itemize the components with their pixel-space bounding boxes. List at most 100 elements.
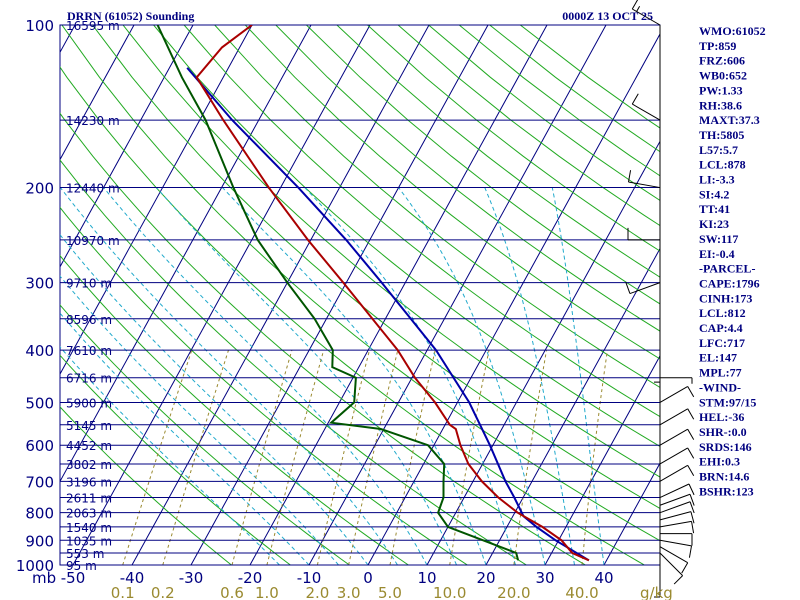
height-label: 1035 m <box>66 534 112 548</box>
wind-barb-staff <box>659 408 688 426</box>
wind-barb <box>654 565 661 598</box>
wind-barb-flag <box>631 93 639 105</box>
wind-barb <box>659 408 695 426</box>
height-label: 7610 m <box>66 344 112 358</box>
mixing-ratio-label: 0.2 <box>151 584 175 600</box>
temperature-tick-label: 10 <box>417 569 436 587</box>
wind-barb <box>660 377 693 384</box>
isotherm-line <box>60 25 312 483</box>
height-label: 10970 m <box>66 234 120 248</box>
index-line: MAXT:37.3 <box>699 113 760 127</box>
wind-barb <box>627 170 661 189</box>
wind-barb <box>659 511 695 524</box>
isotherm-line <box>0 25 16 565</box>
wind-barb <box>625 282 661 295</box>
index-line: CAP:4.4 <box>699 321 743 335</box>
wind-barb-staff <box>659 447 688 465</box>
pressure-unit-label: mb <box>32 569 56 587</box>
height-label: 3802 m <box>66 458 112 472</box>
wind-barb-flag <box>691 521 695 534</box>
wind-barb-flag <box>688 483 695 496</box>
height-label: 16595 m <box>66 19 120 33</box>
index-line: EI:-0.4 <box>699 247 735 261</box>
wind-barb-flag <box>687 465 695 476</box>
wind-barb <box>659 501 695 514</box>
wind-barb-flag <box>690 511 695 524</box>
pressure-label: 600 <box>25 437 54 455</box>
wind-barb-flag <box>673 575 683 585</box>
wind-barb-staff <box>628 181 661 189</box>
wind-barb-flag <box>636 6 641 12</box>
index-line: LFC:717 <box>699 336 745 350</box>
isotherm-line <box>60 25 135 161</box>
isotherm-line <box>308 25 607 565</box>
wind-barb <box>659 483 695 498</box>
index-line: BRN:14.6 <box>699 470 749 484</box>
station-title: DRRN (61052) Sounding <box>67 9 194 23</box>
moist-adiabat-line <box>60 275 339 565</box>
index-line: WB0:652 <box>699 69 747 83</box>
index-line: HEL:-36 <box>699 410 744 424</box>
height-label: 2611 m <box>66 492 112 506</box>
index-line: RH:38.6 <box>699 98 742 112</box>
wind-barb-staff <box>659 386 688 403</box>
pressure-label: 1000 <box>16 557 54 575</box>
height-label: 9710 m <box>66 277 112 291</box>
wind-barb <box>659 552 683 585</box>
height-labels: 16595 m 14230 m 12440 m 10970 m 9710 m 8596 m… <box>66 19 120 573</box>
pressure-label: 300 <box>25 275 54 293</box>
wind-barb <box>631 0 661 26</box>
index-line: -WIND- <box>699 380 741 394</box>
wind-barb-flag <box>681 562 689 574</box>
temperature-tick-label: 20 <box>476 569 495 587</box>
height-label: 553 m <box>66 547 104 561</box>
isotherm-line <box>190 25 489 565</box>
height-label: 2063 m <box>66 507 112 521</box>
height-label: 95 m <box>66 559 97 573</box>
index-line: CAPE:1796 <box>699 276 760 290</box>
sounding-time: 0000Z 13 OCT 25 <box>562 9 653 23</box>
index-line: WMO:61052 <box>699 24 766 38</box>
temperature-tick-label: 40 <box>594 569 613 587</box>
index-line: STM:97/15 <box>699 395 756 409</box>
wind-barb-staff <box>659 483 690 498</box>
isotherm-line <box>60 25 194 268</box>
isotherm-line <box>544 354 660 565</box>
index-line: PW:1.33 <box>699 83 743 97</box>
temperature-tick-label: -50 <box>61 569 86 587</box>
pressure-label: 800 <box>25 505 54 523</box>
index-line: -PARCEL- <box>699 262 755 276</box>
wind-barb-staff <box>659 539 692 547</box>
index-line: FRZ:606 <box>699 54 745 68</box>
wind-barb-flag <box>627 170 632 183</box>
height-label: 3196 m <box>66 475 112 489</box>
index-line: LCL:812 <box>699 306 746 320</box>
wind-barb-flag <box>688 545 693 558</box>
wind-barb <box>660 533 693 546</box>
moist-adiabat-line <box>222 187 487 565</box>
temperature-tick-label: -30 <box>179 569 204 587</box>
height-label: 8596 m <box>66 313 112 327</box>
moist-adiabat-line <box>156 187 457 565</box>
wind-barb <box>659 428 695 446</box>
mixing-ratio-label: 5.0 <box>378 584 402 600</box>
wind-barb-flag <box>631 0 639 10</box>
pressure-label: 700 <box>25 473 54 491</box>
index-line: CINH:173 <box>699 291 752 305</box>
wind-barb-flag <box>689 501 695 514</box>
sounding-profiles <box>156 25 590 562</box>
index-line: KI:23 <box>699 217 729 231</box>
wind-barb <box>627 227 660 241</box>
moist-adiabat-line <box>103 187 428 565</box>
wind-barb-flag <box>687 386 695 398</box>
index-line: TH:5805 <box>699 128 744 142</box>
wind-barb-staff <box>632 103 661 121</box>
indices-panel: WMO:61052TP:859FRZ:606WB0:652PW:1.33RH:3… <box>699 24 766 498</box>
temperature-tick-label: -40 <box>120 569 145 587</box>
wind-barb-flag <box>687 428 695 440</box>
isotherm-line <box>485 247 660 565</box>
moist-adiabat-line <box>398 187 546 565</box>
pressure-label: 100 <box>25 17 54 35</box>
